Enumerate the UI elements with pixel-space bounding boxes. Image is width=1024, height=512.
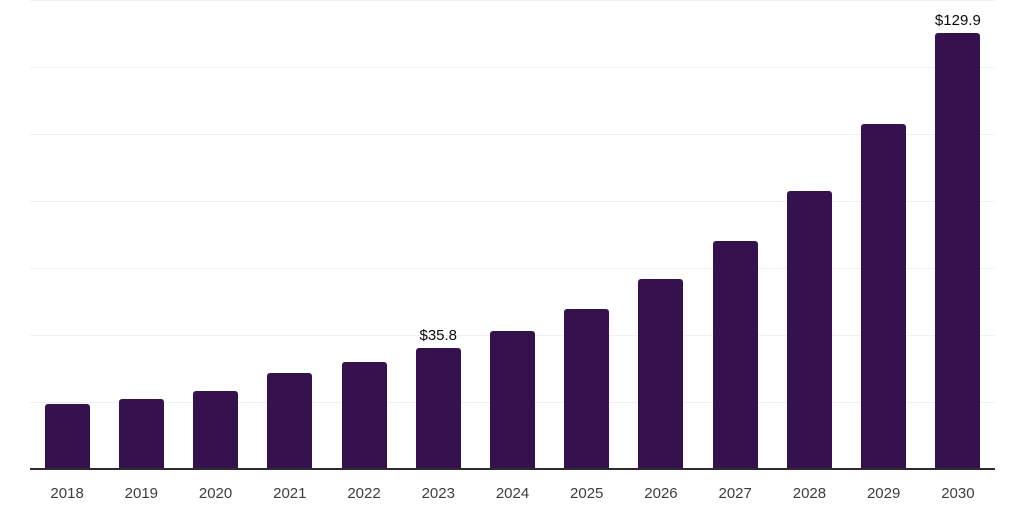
- bar-value-label-2030: $129.9: [934, 11, 981, 29]
- gridline: [30, 0, 995, 1]
- x-tick-label-2020: 2020: [198, 485, 233, 502]
- gridline: [30, 268, 995, 269]
- x-tick-label-2021: 2021: [273, 485, 307, 502]
- x-tick-label-2029: 2029: [866, 485, 901, 502]
- bar-2019[interactable]: [118, 398, 164, 468]
- x-tick-label-2018: 2018: [50, 485, 84, 502]
- x-tick-label-2028: 2028: [792, 485, 827, 502]
- bar-2029[interactable]: [861, 123, 907, 468]
- x-tick-label-2024: 2024: [495, 485, 530, 502]
- x-tick-label-2026: 2026: [644, 485, 678, 502]
- bar-2022[interactable]: [341, 362, 387, 468]
- x-tick-label-2025: 2025: [570, 485, 604, 502]
- gridline: [30, 134, 995, 135]
- bar-2023[interactable]: [415, 348, 461, 468]
- bar-value-label-2023: $35.8: [419, 327, 458, 345]
- x-tick-label-2030: 2030: [941, 485, 975, 502]
- bar-2025[interactable]: [564, 309, 610, 468]
- plot-area: $35.8 $129.9: [30, 0, 995, 470]
- bar-2024[interactable]: [490, 330, 535, 468]
- bar-2030[interactable]: [935, 32, 981, 468]
- x-tick-label-2023: 2023: [421, 485, 455, 502]
- bar-2028[interactable]: [786, 191, 832, 468]
- x-tick-label-2027: 2027: [718, 485, 752, 502]
- x-axis-line: [30, 468, 995, 470]
- gridline: [30, 67, 995, 68]
- bar-2026[interactable]: [638, 279, 684, 468]
- x-tick-label-2022: 2022: [347, 485, 381, 502]
- bar-2018[interactable]: [44, 404, 90, 468]
- gridline: [30, 201, 995, 202]
- bar-2021[interactable]: [267, 373, 313, 468]
- bar-2020[interactable]: [193, 391, 239, 468]
- x-tick-label-2019: 2019: [124, 485, 159, 502]
- bar-2027[interactable]: [712, 240, 758, 468]
